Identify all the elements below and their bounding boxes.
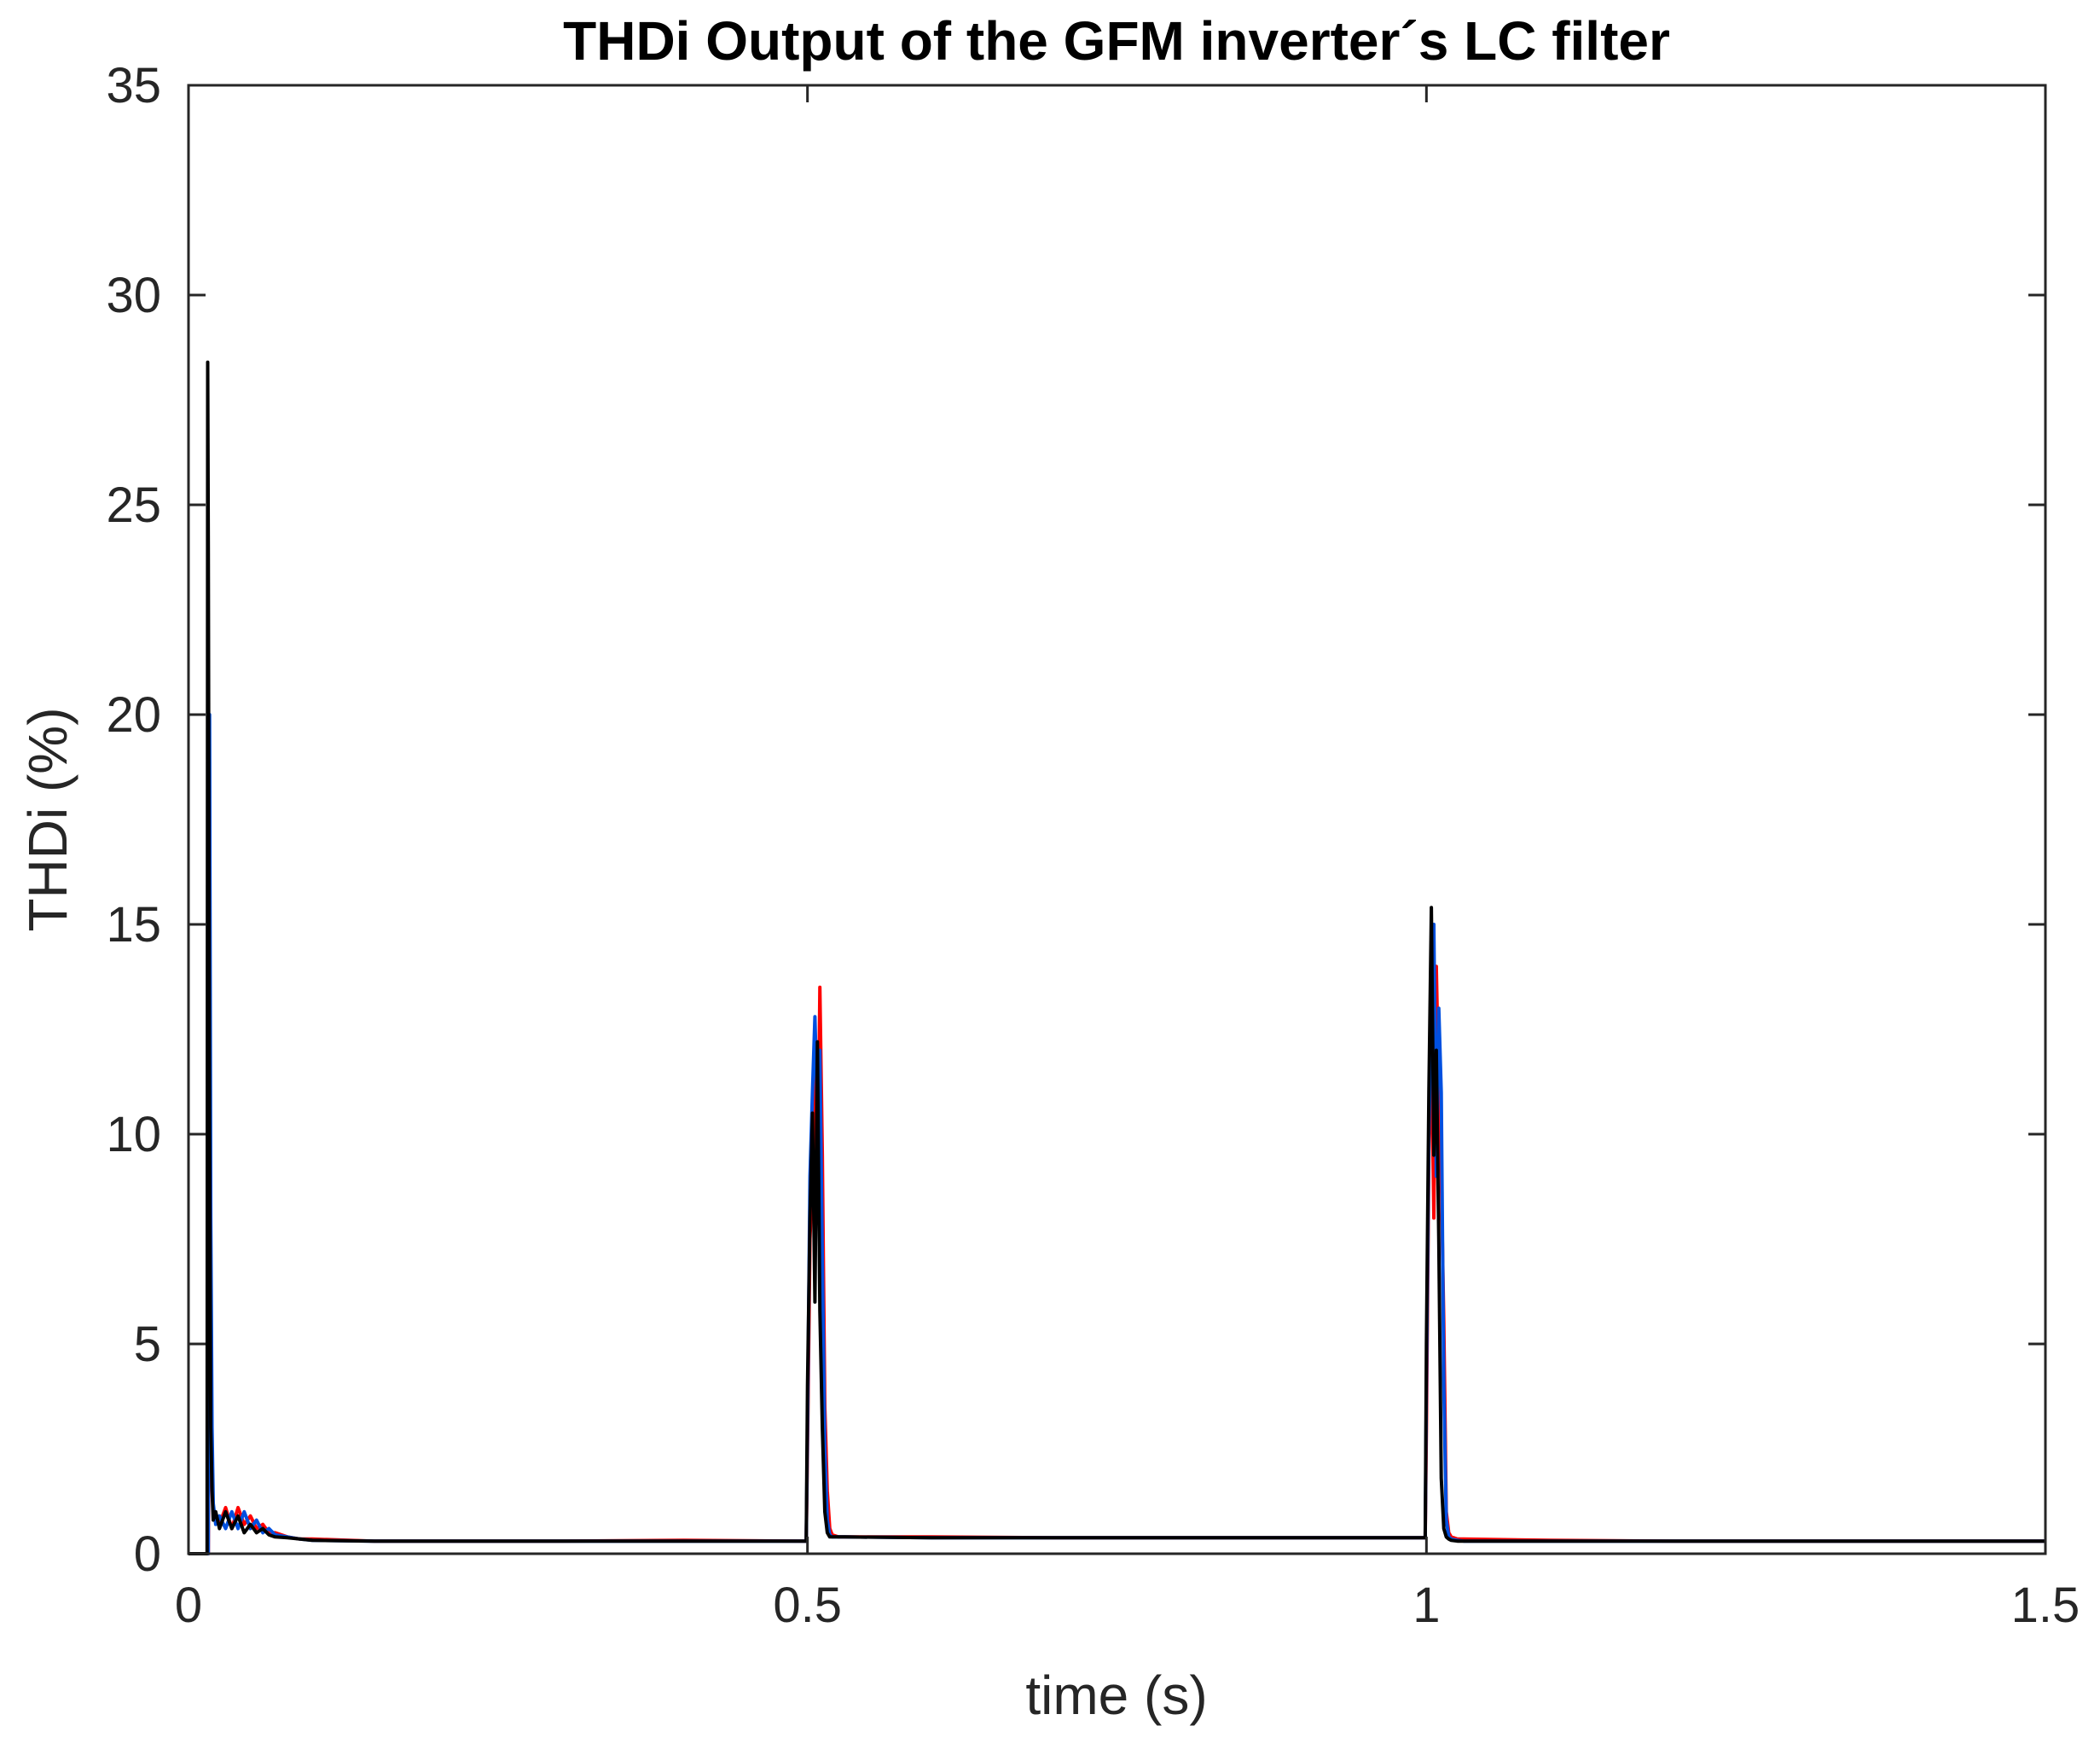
series-line-3 bbox=[189, 360, 2045, 1555]
x-tick-label: 0.5 bbox=[773, 1578, 842, 1633]
plot-frame bbox=[187, 84, 2047, 1555]
y-axis-label: THDi (%) bbox=[17, 707, 78, 931]
y-tick-label: 5 bbox=[134, 1317, 161, 1372]
plot-background bbox=[189, 85, 2045, 1554]
y-tick-label: 30 bbox=[106, 268, 161, 323]
chart-title: THDi Output of the GFM inverter´s LC fil… bbox=[563, 10, 1670, 72]
x-tick-label: 1.5 bbox=[2011, 1578, 2080, 1633]
tick-layer: 0 0.5 1 1.5 0 5 10 15 20 25 30 35 bbox=[106, 58, 2080, 1633]
x-tick-label: 0 bbox=[175, 1578, 202, 1633]
series-line-2 bbox=[189, 713, 2045, 1555]
y-tick-label: 10 bbox=[106, 1107, 161, 1162]
y-tick-label: 0 bbox=[134, 1526, 161, 1582]
x-axis-label: time (s) bbox=[1025, 1665, 1207, 1726]
x-tick-label: 1 bbox=[1413, 1578, 1440, 1633]
y-tick-label: 15 bbox=[106, 897, 161, 953]
y-tick-label: 20 bbox=[106, 687, 161, 743]
y-tick-label: 25 bbox=[106, 478, 161, 533]
y-tick-label: 35 bbox=[106, 58, 161, 113]
series-layer bbox=[189, 360, 2045, 1555]
